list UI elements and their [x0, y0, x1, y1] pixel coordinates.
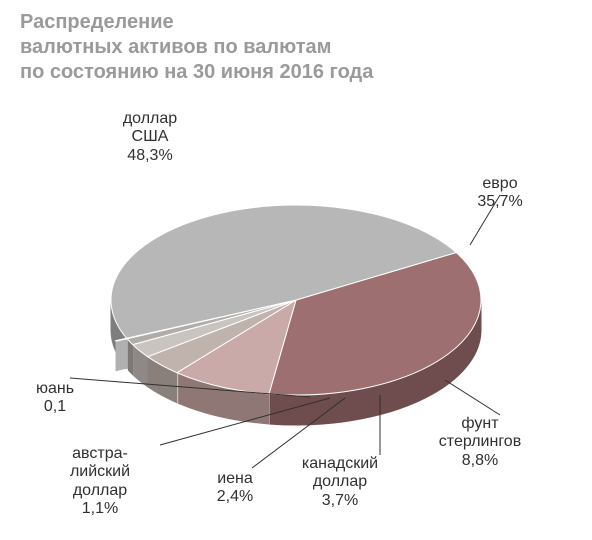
pie-side-австралийский доллар	[128, 340, 132, 374]
label-иена: иена 2,4%	[217, 470, 253, 507]
label-доллар США: доллар США 48,3%	[123, 110, 177, 165]
label-евро: евро 35,7%	[477, 175, 522, 212]
label-юань: юань 0,1	[36, 380, 74, 417]
label-канадский доллар: канадский доллар 3,7%	[302, 455, 378, 510]
label-фунт стерлингов: фунт стерлингов 8,8%	[439, 415, 521, 470]
label-австралийский доллар: австра- лийский доллар 1,1%	[70, 445, 130, 519]
leader-фунт стерлингов	[445, 380, 500, 415]
pie-tops	[111, 205, 481, 395]
